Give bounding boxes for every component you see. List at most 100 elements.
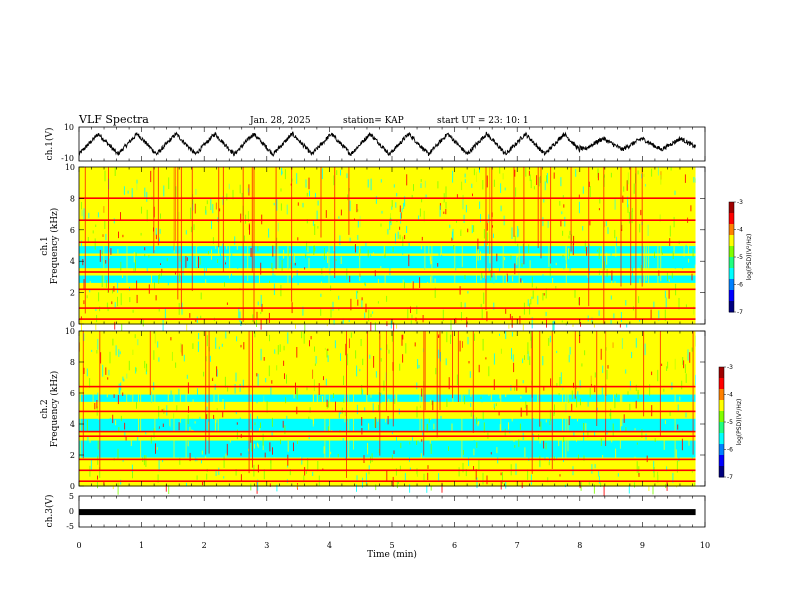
spectrogram-speckle bbox=[415, 229, 417, 234]
spectrogram-speckle bbox=[525, 229, 527, 239]
spectrogram-speckle bbox=[557, 420, 559, 428]
spectrogram-speckle bbox=[411, 281, 413, 286]
freq-tick-label: 10 bbox=[65, 163, 75, 172]
spectrogram-speckle bbox=[168, 177, 170, 190]
spectrogram-sferic bbox=[518, 331, 520, 394]
spectrogram-speckle bbox=[236, 239, 238, 250]
spectrogram-sferic bbox=[98, 331, 100, 420]
spectrogram-speckle bbox=[632, 276, 634, 281]
spectrogram-speckle bbox=[389, 213, 391, 223]
spectrogram-speckle bbox=[600, 348, 602, 360]
spectrogram-speckle bbox=[483, 292, 485, 304]
spectrogram-band bbox=[79, 355, 696, 359]
spectrogram-speckle bbox=[523, 269, 525, 272]
spectrogram-speckle bbox=[439, 205, 441, 217]
spectrogram-speckle bbox=[136, 183, 138, 193]
spectrogram-speckle bbox=[374, 270, 376, 277]
spectrogram-speckle bbox=[342, 438, 344, 443]
spectrogram-speckle bbox=[544, 285, 546, 291]
spectrogram-speckle bbox=[645, 310, 647, 314]
spectrogram-speckle bbox=[583, 300, 585, 312]
spectrogram-speckle bbox=[326, 405, 328, 409]
spectrogram-speckle bbox=[411, 314, 413, 319]
spectrogram-speckle bbox=[568, 235, 570, 239]
spectrogram-speckle bbox=[604, 261, 605, 271]
spectrogram-speckle bbox=[258, 376, 260, 385]
spectrogram-speckle bbox=[649, 384, 651, 396]
spectrogram-speckle bbox=[593, 317, 595, 328]
spectrogram-speckle bbox=[107, 377, 109, 380]
spectrogram-speckle bbox=[664, 340, 666, 348]
spectrogram-speckle bbox=[95, 224, 97, 227]
spectrogram-speckle bbox=[206, 397, 208, 403]
spectrogram-speckle bbox=[295, 382, 296, 395]
spectrogram-speckle bbox=[384, 298, 386, 308]
spectrogram-speckle bbox=[655, 214, 657, 223]
spectrogram-speckle bbox=[520, 396, 522, 399]
spectrogram-speckle bbox=[365, 472, 367, 484]
spectrogram-speckle bbox=[373, 356, 375, 368]
spectrogram-speckle bbox=[315, 356, 317, 364]
spectrogram-band bbox=[79, 245, 696, 249]
spectrogram-speckle bbox=[257, 373, 259, 386]
spectrogram-speckle bbox=[620, 312, 622, 323]
spectrogram-speckle bbox=[548, 338, 550, 346]
spectrogram-speckle bbox=[317, 200, 319, 206]
spectrogram-speckle bbox=[583, 182, 585, 190]
spectrogram-speckle bbox=[227, 385, 229, 392]
spectrogram-speckle bbox=[540, 421, 542, 430]
spectrogram-speckle bbox=[534, 225, 536, 238]
spectrogram-speckle bbox=[527, 299, 529, 306]
spectrogram-speckle bbox=[314, 363, 316, 366]
spectrogram-speckle bbox=[636, 442, 638, 445]
spectrogram-speckle bbox=[678, 219, 680, 225]
spectrogram-speckle bbox=[357, 235, 359, 240]
spectrogram-speckle bbox=[85, 412, 87, 418]
spectrogram-speckle bbox=[185, 230, 187, 235]
spectrogram-sferic bbox=[174, 167, 176, 241]
ch1-waveform-frame bbox=[78, 126, 706, 162]
spectrogram-speckle bbox=[97, 440, 99, 450]
spectrogram-speckle bbox=[562, 255, 564, 258]
spectrogram-speckle bbox=[571, 403, 573, 412]
spectrogram-speckle bbox=[625, 300, 627, 306]
spectrogram-speckle bbox=[685, 244, 687, 251]
spectrogram-speckle bbox=[231, 253, 233, 265]
spectrogram-speckle bbox=[257, 444, 259, 448]
spectrogram-speckle bbox=[212, 204, 214, 214]
spectrogram-speckle bbox=[194, 421, 196, 424]
spectrogram-speckle bbox=[362, 477, 363, 488]
spectrogram-speckle bbox=[219, 208, 221, 212]
spectrogram-band bbox=[79, 211, 696, 215]
spectrogram-speckle bbox=[514, 235, 516, 244]
spectrogram-sferic bbox=[218, 167, 220, 248]
spectrogram-speckle bbox=[368, 381, 370, 387]
spectrogram-speckle bbox=[200, 315, 202, 319]
spectrogram-sferic bbox=[213, 331, 215, 405]
spectrogram-speckle bbox=[529, 303, 531, 315]
spectrogram-speckle bbox=[175, 186, 177, 198]
time-tick-label: 8 bbox=[577, 541, 582, 550]
colorbar-tick-label: -3 bbox=[727, 364, 733, 371]
spectrogram-speckle bbox=[571, 390, 573, 400]
spectrogram-speckle bbox=[190, 226, 192, 233]
spectrogram-sferic bbox=[81, 167, 83, 238]
spectrogram-speckle bbox=[224, 257, 226, 261]
spectrogram-speckle bbox=[397, 231, 399, 239]
start-time-label: start UT = 23: 10: 1 bbox=[437, 116, 529, 126]
spectrogram-speckle bbox=[515, 187, 517, 197]
spectrogram-sferic bbox=[334, 167, 336, 279]
spectrogram-speckle bbox=[92, 230, 94, 234]
spectrogram-speckle bbox=[380, 347, 382, 351]
spectrogram-speckle bbox=[333, 319, 335, 325]
spectrogram-speckle bbox=[320, 281, 322, 292]
spectrogram-speckle bbox=[391, 454, 393, 460]
spectrogram-speckle bbox=[140, 232, 142, 236]
ch1-xtick-marks bbox=[78, 127, 706, 161]
spectrogram-speckle bbox=[508, 321, 510, 329]
spectrogram-speckle bbox=[513, 362, 515, 373]
spectrogram-speckle bbox=[440, 416, 442, 426]
spectrogram-speckle bbox=[400, 212, 402, 219]
spectrogram-speckle bbox=[631, 266, 633, 277]
time-tick-label: 0 bbox=[76, 541, 81, 550]
